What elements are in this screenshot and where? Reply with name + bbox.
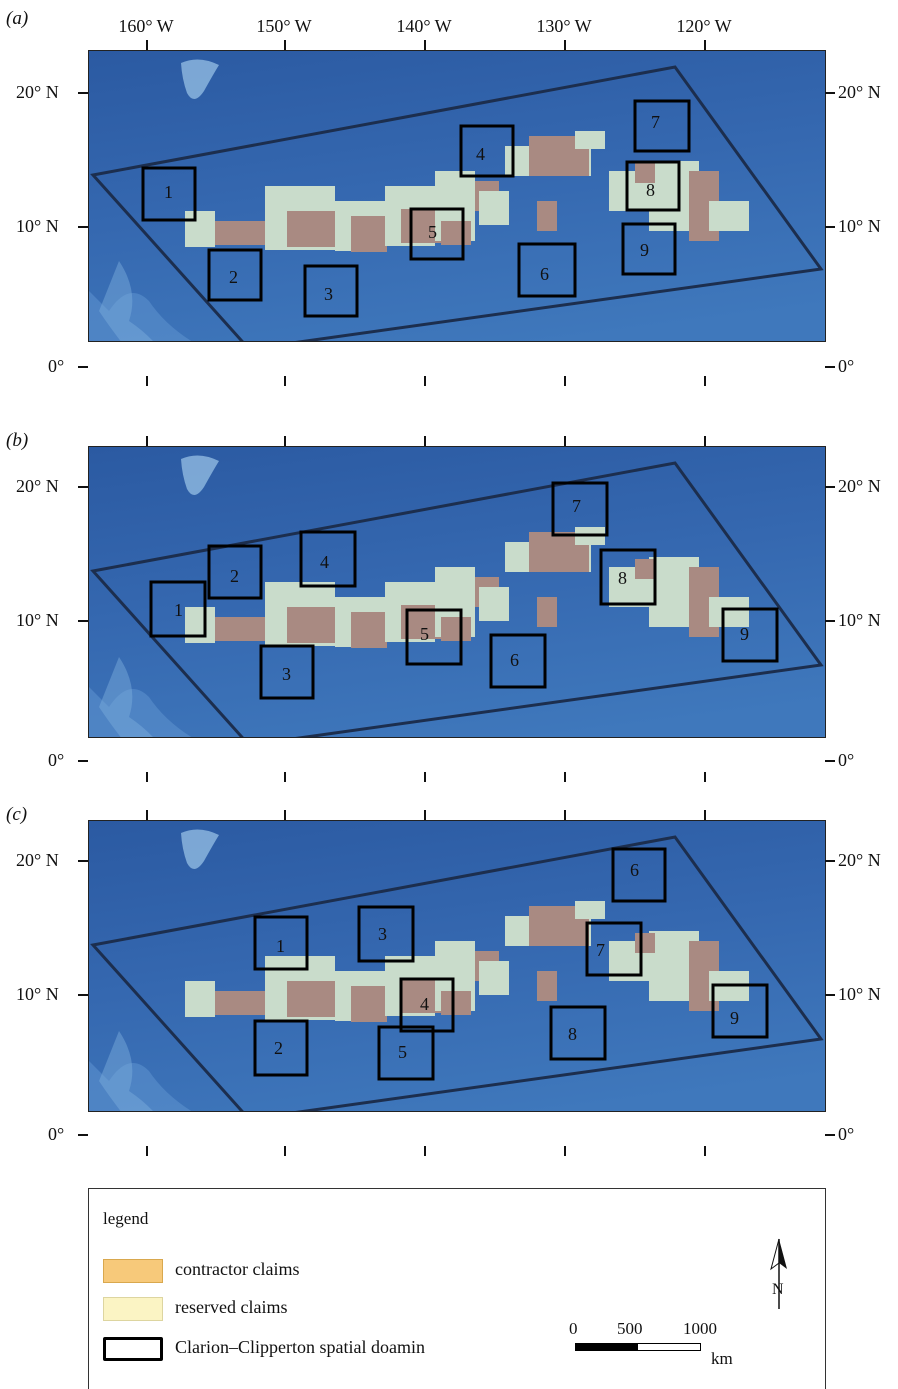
lat-label-left: 20° N: [16, 476, 59, 496]
lat-label-left: 0°: [48, 356, 65, 376]
lat-label-right: 0°: [838, 750, 855, 770]
network-label: MPA network 2: [604, 736, 718, 756]
lat-label-right: 0°: [838, 1124, 855, 1144]
ccz-domain-outline: [90, 65, 824, 341]
seamount-ridge: [99, 657, 153, 737]
claims: [185, 527, 749, 648]
seamount-ridge: [89, 291, 192, 341]
domain-swatch: [103, 1337, 163, 1361]
legend-title: legend: [103, 1209, 149, 1228]
panel-label: (b): [6, 430, 29, 451]
hawaii-islands: [181, 455, 219, 496]
mpa-box-label: 9: [740, 624, 749, 644]
hawaii-islands: [181, 829, 219, 870]
mpa-box-label: 5: [428, 222, 437, 242]
map-frame: [88, 820, 826, 1112]
scale-tick-label: 1000: [683, 1319, 717, 1338]
network-label: MPA network 3: [590, 1114, 704, 1134]
hawaii-islands: [181, 59, 219, 100]
mpa-boxes: [253, 847, 769, 1081]
ccz-domain-outline: [90, 461, 824, 737]
mpa-box-label: 3: [378, 924, 387, 944]
mpa-box-label: 7: [572, 496, 581, 516]
panel-label: (c): [6, 804, 28, 825]
lat-label-left: 10° N: [16, 610, 59, 630]
lat-label-right: 10° N: [838, 216, 881, 236]
mpa-box-label: 8: [646, 180, 655, 200]
lat-label-right: 10° N: [838, 984, 881, 1004]
contractor-swatch: [103, 1259, 163, 1283]
lat-label-left: 20° N: [16, 850, 59, 870]
network-label: MPA network 1: [606, 342, 720, 362]
map-svg: [89, 447, 825, 737]
mpa-box-label: 1: [174, 600, 183, 620]
map-frame: [88, 446, 826, 738]
lon-label: 150° W: [256, 16, 312, 36]
mpa-box-label: 6: [540, 264, 549, 284]
mpa-box-label: 9: [640, 240, 649, 260]
mpa-box-label: 2: [274, 1038, 283, 1058]
mpa-box-label: 7: [651, 112, 660, 132]
seamount-ridge: [99, 1031, 153, 1111]
mpa-box-label: 3: [324, 284, 333, 304]
lat-label-left: 20° N: [16, 82, 59, 102]
mpa-box-label: 4: [320, 552, 329, 572]
lat-label-right: 10° N: [838, 610, 881, 630]
mpa-box-label: 1: [164, 182, 173, 202]
lat-label-left: 10° N: [16, 216, 59, 236]
lon-label: 120° W: [676, 16, 732, 36]
mpa-box-label: 8: [618, 568, 627, 588]
mpa-box-label: 5: [398, 1042, 407, 1062]
scale-bar: [575, 1343, 701, 1351]
mpa-boxes: [149, 481, 779, 700]
claims: [185, 901, 749, 1022]
map-svg: [89, 821, 825, 1111]
mpa-box-label: 5: [420, 624, 429, 644]
north-arrow-icon: [770, 1238, 787, 1309]
seamount-ridge: [89, 687, 192, 737]
lat-label-left: 0°: [48, 750, 65, 770]
lat-label-right: 0°: [838, 356, 855, 376]
mpa-box-label: 4: [420, 994, 429, 1014]
ccz-domain-outline: [90, 835, 824, 1111]
lat-label-left: 0°: [48, 1124, 65, 1144]
mpa-box-label: 3: [282, 664, 291, 684]
seamount-ridge: [99, 261, 153, 341]
mpa-box-label: 4: [476, 144, 485, 164]
mpa-box-label: 6: [510, 650, 519, 670]
legend-label: Clarion–Clipperton spatial doamin: [175, 1337, 425, 1357]
mpa-box-label: 7: [596, 940, 605, 960]
lat-label-left: 10° N: [16, 984, 59, 1004]
mpa-box-label: 8: [568, 1024, 577, 1044]
mpa-boxes: [141, 99, 691, 318]
legend-label: contractor claims: [175, 1259, 300, 1279]
seamount-ridge: [89, 1061, 192, 1111]
lon-label: 130° W: [536, 16, 592, 36]
scale-tick-label: 0: [569, 1319, 578, 1338]
legend-label: reserved claims: [175, 1297, 288, 1317]
lon-label: 160° W: [118, 16, 174, 36]
mpa-box-label: 1: [276, 936, 285, 956]
scale-tick-label: 500: [617, 1319, 643, 1338]
lat-label-right: 20° N: [838, 476, 881, 496]
mpa-box-label: 2: [229, 267, 238, 287]
mpa-box-label: 6: [630, 860, 639, 880]
mpa-box-label: 9: [730, 1008, 739, 1028]
north-label: N: [772, 1281, 784, 1298]
scale-unit: km: [711, 1349, 733, 1368]
map-svg: [89, 51, 825, 341]
legend-box: legend contractor claims reserved claims…: [88, 1188, 826, 1389]
reserved-swatch: [103, 1297, 163, 1321]
mpa-box-label: 2: [230, 566, 239, 586]
map-frame: [88, 50, 826, 342]
panel-label: (a): [6, 8, 29, 29]
claims: [185, 131, 749, 252]
lon-label: 140° W: [396, 16, 452, 36]
lat-label-right: 20° N: [838, 850, 881, 870]
lat-label-right: 20° N: [838, 82, 881, 102]
